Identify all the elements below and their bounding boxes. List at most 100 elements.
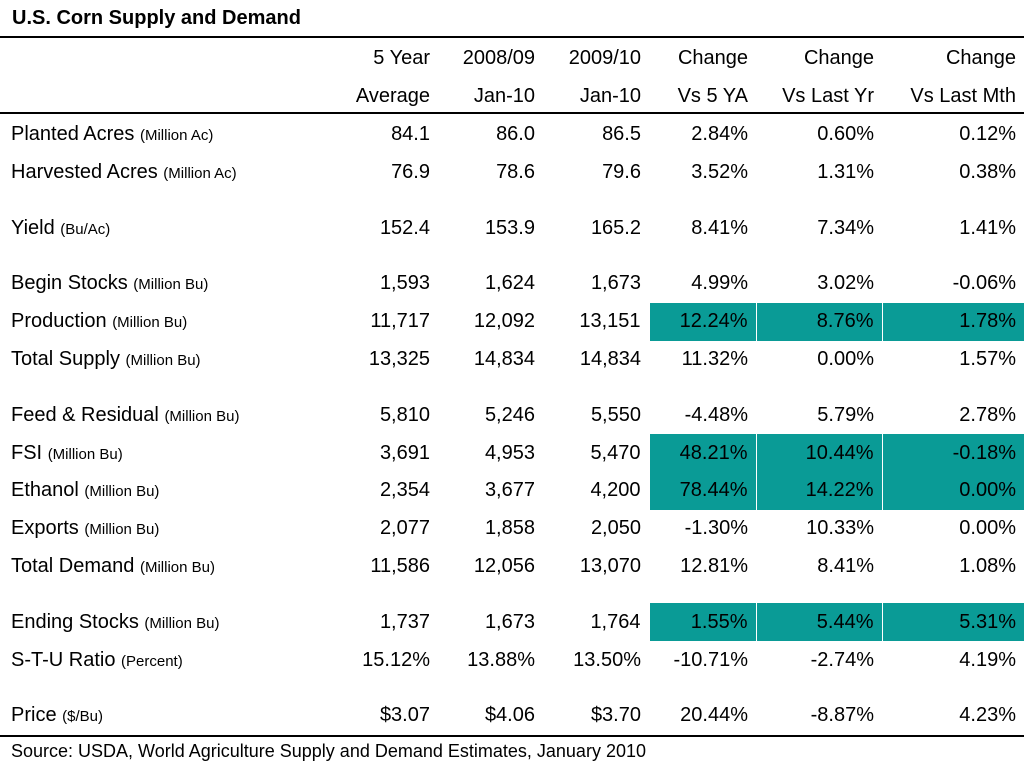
row-label-cell: Total Supply (Million Bu) [0, 341, 338, 379]
row-unit: (Million Bu) [144, 614, 220, 632]
value-cell: 7.34% [817, 216, 874, 239]
value-cell: 4.23% [959, 704, 1016, 727]
header-cell: 2008/09 [462, 47, 535, 70]
value-cell: 15.12% [362, 648, 430, 671]
value-cell: 20.44% [680, 704, 748, 727]
value-cell: -4.48% [684, 403, 748, 426]
row-label: Exports [11, 517, 79, 540]
row-unit: (Million Ac) [163, 164, 237, 182]
row-label-cell: Ending Stocks (Million Bu) [0, 603, 338, 641]
table-body: 5 Year 2008/09 2009/10 Change Change Cha… [0, 40, 1024, 735]
value-cell: 8.41% [691, 216, 748, 239]
row-label: Total Supply [11, 347, 120, 370]
value-cell: 5,470 [590, 441, 641, 464]
row-label: FSI [11, 441, 43, 464]
spacer-cell [0, 679, 1024, 697]
row-label-cell: Feed & Residual (Million Bu) [0, 396, 338, 434]
value-cell: 0.38% [959, 160, 1016, 183]
table-row: Ending Stocks (Million Bu) 1,737 1,673 1,76… [0, 603, 1024, 642]
row-unit: (Percent) [121, 652, 183, 670]
bottom-rule [0, 735, 1024, 737]
value-cell: 86.0 [496, 122, 535, 145]
value-cell: $4.06 [484, 704, 535, 727]
header-cell: Vs 5 YA [677, 85, 748, 108]
top-rule [0, 36, 1024, 38]
value-cell: 1,673 [590, 272, 641, 295]
row-label: Ethanol [11, 479, 79, 502]
row-unit: (Million Bu) [112, 314, 188, 332]
value-cell: -0.18% [881, 434, 1024, 472]
value-cell: $3.70 [590, 704, 641, 727]
value-cell: 4,953 [484, 441, 535, 464]
row-label-cell: Planted Acres (Million Ac) [0, 116, 338, 154]
header-cell: Average [355, 85, 430, 108]
value-cell: 1.41% [959, 216, 1016, 239]
header-cell: Vs Last Mth [910, 85, 1016, 108]
table-row: Exports (Million Bu) 2,077 1,858 2,050 -1.30… [0, 510, 1024, 548]
corn-supply-demand-table: 5 Year 2008/09 2009/10 Change Change Cha… [0, 40, 1024, 735]
value-cell: 0.00% [817, 347, 874, 370]
value-cell: 1,858 [484, 517, 535, 540]
row-unit: (Million Ac) [139, 126, 214, 144]
value-cell: 4.19% [959, 648, 1016, 671]
table-row: Yield (Bu/Ac) 152.4 153.9 165.2 8.41% 7.34% 1.… [0, 209, 1024, 247]
value-cell: 0.00% [881, 471, 1024, 510]
value-cell: 5.31% [881, 603, 1024, 642]
value-cell: 1,624 [484, 272, 535, 295]
value-cell: 13,325 [368, 347, 430, 370]
row-unit: (Million Bu) [84, 521, 160, 539]
table-row: Production (Million Bu) 11,717 12,092 13,15… [0, 302, 1024, 341]
value-cell: 1,764 [590, 610, 641, 633]
header-label-cell [0, 78, 338, 116]
value-cell: 2.78% [959, 403, 1016, 426]
spacer-cell [0, 585, 1024, 603]
spacer-row [0, 378, 1024, 396]
spacer-row [0, 679, 1024, 697]
table-title: U.S. Corn Supply and Demand [12, 7, 301, 29]
value-cell: 0.12% [959, 122, 1016, 145]
value-cell: 0.00% [959, 517, 1016, 540]
value-cell: 79.6 [602, 160, 641, 183]
value-cell: 0.60% [817, 122, 874, 145]
table-row: Total Supply (Million Bu) 13,325 14,834 14,… [0, 341, 1024, 379]
table-row: Feed & Residual (Million Bu) 5,810 5,246 5,… [0, 396, 1024, 434]
header-rule [0, 112, 1024, 114]
value-cell: 3.52% [691, 160, 748, 183]
row-unit: (Million Bu) [133, 276, 209, 294]
row-label: Feed & Residual [11, 403, 159, 426]
value-cell: 5,246 [484, 403, 535, 426]
value-cell: 11.32% [681, 347, 748, 370]
value-cell: 165.2 [590, 216, 641, 239]
value-cell: 8.41% [817, 554, 874, 577]
value-cell: $3.07 [379, 704, 430, 727]
value-cell: 152.4 [379, 216, 430, 239]
value-cell: 2,050 [590, 517, 641, 540]
value-cell: 153.9 [484, 216, 535, 239]
header-cell: 5 Year [373, 47, 430, 70]
row-label-cell: Harvested Acres (Million Ac) [0, 153, 338, 191]
row-unit: (Million Bu) [125, 351, 201, 369]
table-row: S-T-U Ratio (Percent) 15.12% 13.88% 13.50% -… [0, 641, 1024, 679]
value-cell: 10.33% [806, 517, 874, 540]
row-label-cell: Ethanol (Million Bu) [0, 472, 338, 510]
value-cell: 48.21% [648, 434, 756, 472]
row-label-cell: Begin Stocks (Million Bu) [0, 265, 338, 303]
spacer-cell [0, 191, 1024, 209]
value-cell: 2,077 [379, 517, 430, 540]
source-note: Source: USDA, World Agriculture Supply a… [11, 741, 646, 761]
header-row-1: 5 Year 2008/09 2009/10 Change Change Cha… [0, 40, 1024, 78]
row-label: S-T-U Ratio [11, 648, 116, 671]
value-cell: 12.81% [680, 554, 748, 577]
value-cell: 13,070 [579, 554, 641, 577]
value-cell: 14,834 [473, 347, 535, 370]
row-label-cell: FSI (Million Bu) [0, 434, 338, 472]
value-cell: -0.06% [952, 272, 1016, 295]
row-label: Total Demand [11, 554, 135, 577]
spacer-cell [0, 378, 1024, 396]
row-label-cell: Exports (Million Bu) [0, 510, 338, 548]
table-row: Planted Acres (Million Ac) 84.1 86.0 86.5 2.… [0, 116, 1024, 154]
value-cell: 13,151 [579, 310, 641, 333]
value-cell: 1.31% [817, 160, 874, 183]
header-cell: Vs Last Yr [782, 85, 874, 108]
row-unit: (Million Bu) [139, 558, 215, 576]
